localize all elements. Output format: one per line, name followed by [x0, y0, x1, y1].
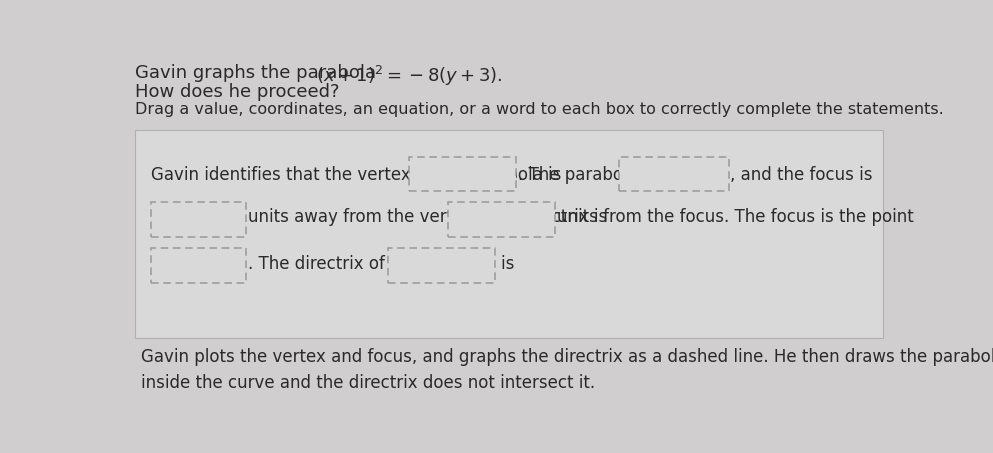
Bar — [409, 157, 516, 192]
Bar — [448, 202, 555, 237]
FancyBboxPatch shape — [135, 130, 883, 338]
Bar — [151, 248, 246, 283]
Text: Drag a value, coordinates, an equation, or a word to each box to correctly compl: Drag a value, coordinates, an equation, … — [135, 102, 943, 117]
Text: Gavin identifies that the vertex of the parabola is: Gavin identifies that the vertex of the … — [151, 166, 562, 184]
Text: Gavin graphs the parabola: Gavin graphs the parabola — [135, 63, 382, 82]
Text: , and the focus is: , and the focus is — [730, 166, 873, 184]
Bar — [387, 248, 495, 283]
Text: $(x+1)^2=-8(y+3).$: $(x+1)^2=-8(y+3).$ — [317, 63, 502, 88]
Text: How does he proceed?: How does he proceed? — [135, 83, 340, 101]
Text: inside the curve and the directrix does not intersect it.: inside the curve and the directrix does … — [141, 374, 595, 392]
Text: units away from the vertex. The directrix is: units away from the vertex. The directri… — [248, 208, 608, 226]
Text: units from the focus. The focus is the point: units from the focus. The focus is the p… — [557, 208, 915, 226]
Text: . The directrix of the equation is: . The directrix of the equation is — [248, 255, 514, 273]
Bar — [619, 157, 729, 192]
Text: Gavin plots the vertex and focus, and graphs the directrix as a dashed line. He : Gavin plots the vertex and focus, and gr… — [141, 348, 993, 366]
Text: . The parabola opens: . The parabola opens — [517, 166, 693, 184]
Bar — [151, 202, 246, 237]
